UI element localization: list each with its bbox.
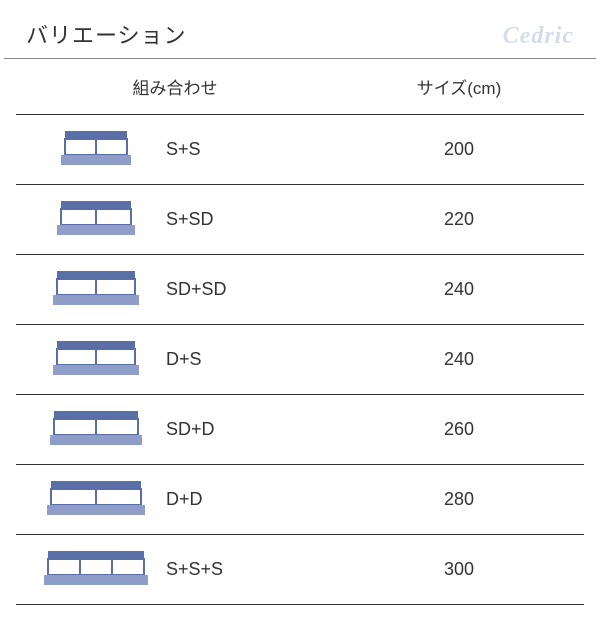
page-header: バリエーション Cedric bbox=[4, 0, 596, 59]
brand-logo: Cedric bbox=[503, 23, 574, 50]
combination-label: SD+D bbox=[166, 419, 215, 440]
table-row: S+S 200 bbox=[16, 115, 584, 185]
table-row: SD+D 260 bbox=[16, 395, 584, 465]
cell-size: 280 bbox=[334, 489, 584, 510]
header-size: サイズ(cm) bbox=[334, 74, 584, 99]
table-row: SD+SD 240 bbox=[16, 255, 584, 325]
cell-size: 240 bbox=[334, 279, 584, 300]
cell-combination: D+S bbox=[16, 341, 334, 379]
combination-label: SD+SD bbox=[166, 279, 227, 300]
table-row: S+SD 220 bbox=[16, 185, 584, 255]
cell-combination: S+SD bbox=[16, 201, 334, 239]
cell-size: 220 bbox=[334, 209, 584, 230]
cell-size: 240 bbox=[334, 349, 584, 370]
bed-icon bbox=[36, 201, 156, 239]
bed-icon bbox=[36, 481, 156, 519]
cell-size: 260 bbox=[334, 419, 584, 440]
cell-size: 200 bbox=[334, 139, 584, 160]
table-row: D+S 240 bbox=[16, 325, 584, 395]
header-combination: 組み合わせ bbox=[16, 74, 334, 99]
bed-icon bbox=[36, 271, 156, 309]
bed-icon bbox=[36, 131, 156, 169]
combination-label: S+SD bbox=[166, 209, 214, 230]
table-header-row: 組み合わせ サイズ(cm) bbox=[16, 59, 584, 115]
table-row: D+D 280 bbox=[16, 465, 584, 535]
combination-label: S+S bbox=[166, 139, 201, 160]
cell-combination: SD+D bbox=[16, 411, 334, 449]
page-title: バリエーション bbox=[26, 18, 187, 50]
bed-icon bbox=[36, 551, 156, 589]
bed-icon bbox=[36, 341, 156, 379]
cell-combination: D+D bbox=[16, 481, 334, 519]
cell-combination: S+S bbox=[16, 131, 334, 169]
variation-table: 組み合わせ サイズ(cm) S+S 200 S+SD 220 SD+SD 240 D+S 24… bbox=[0, 59, 600, 605]
combination-label: D+S bbox=[166, 349, 202, 370]
bed-icon bbox=[36, 411, 156, 449]
cell-size: 300 bbox=[334, 559, 584, 580]
combination-label: D+D bbox=[166, 489, 203, 510]
table-row: S+S+S 300 bbox=[16, 535, 584, 605]
combination-label: S+S+S bbox=[166, 559, 223, 580]
cell-combination: S+S+S bbox=[16, 551, 334, 589]
cell-combination: SD+SD bbox=[16, 271, 334, 309]
